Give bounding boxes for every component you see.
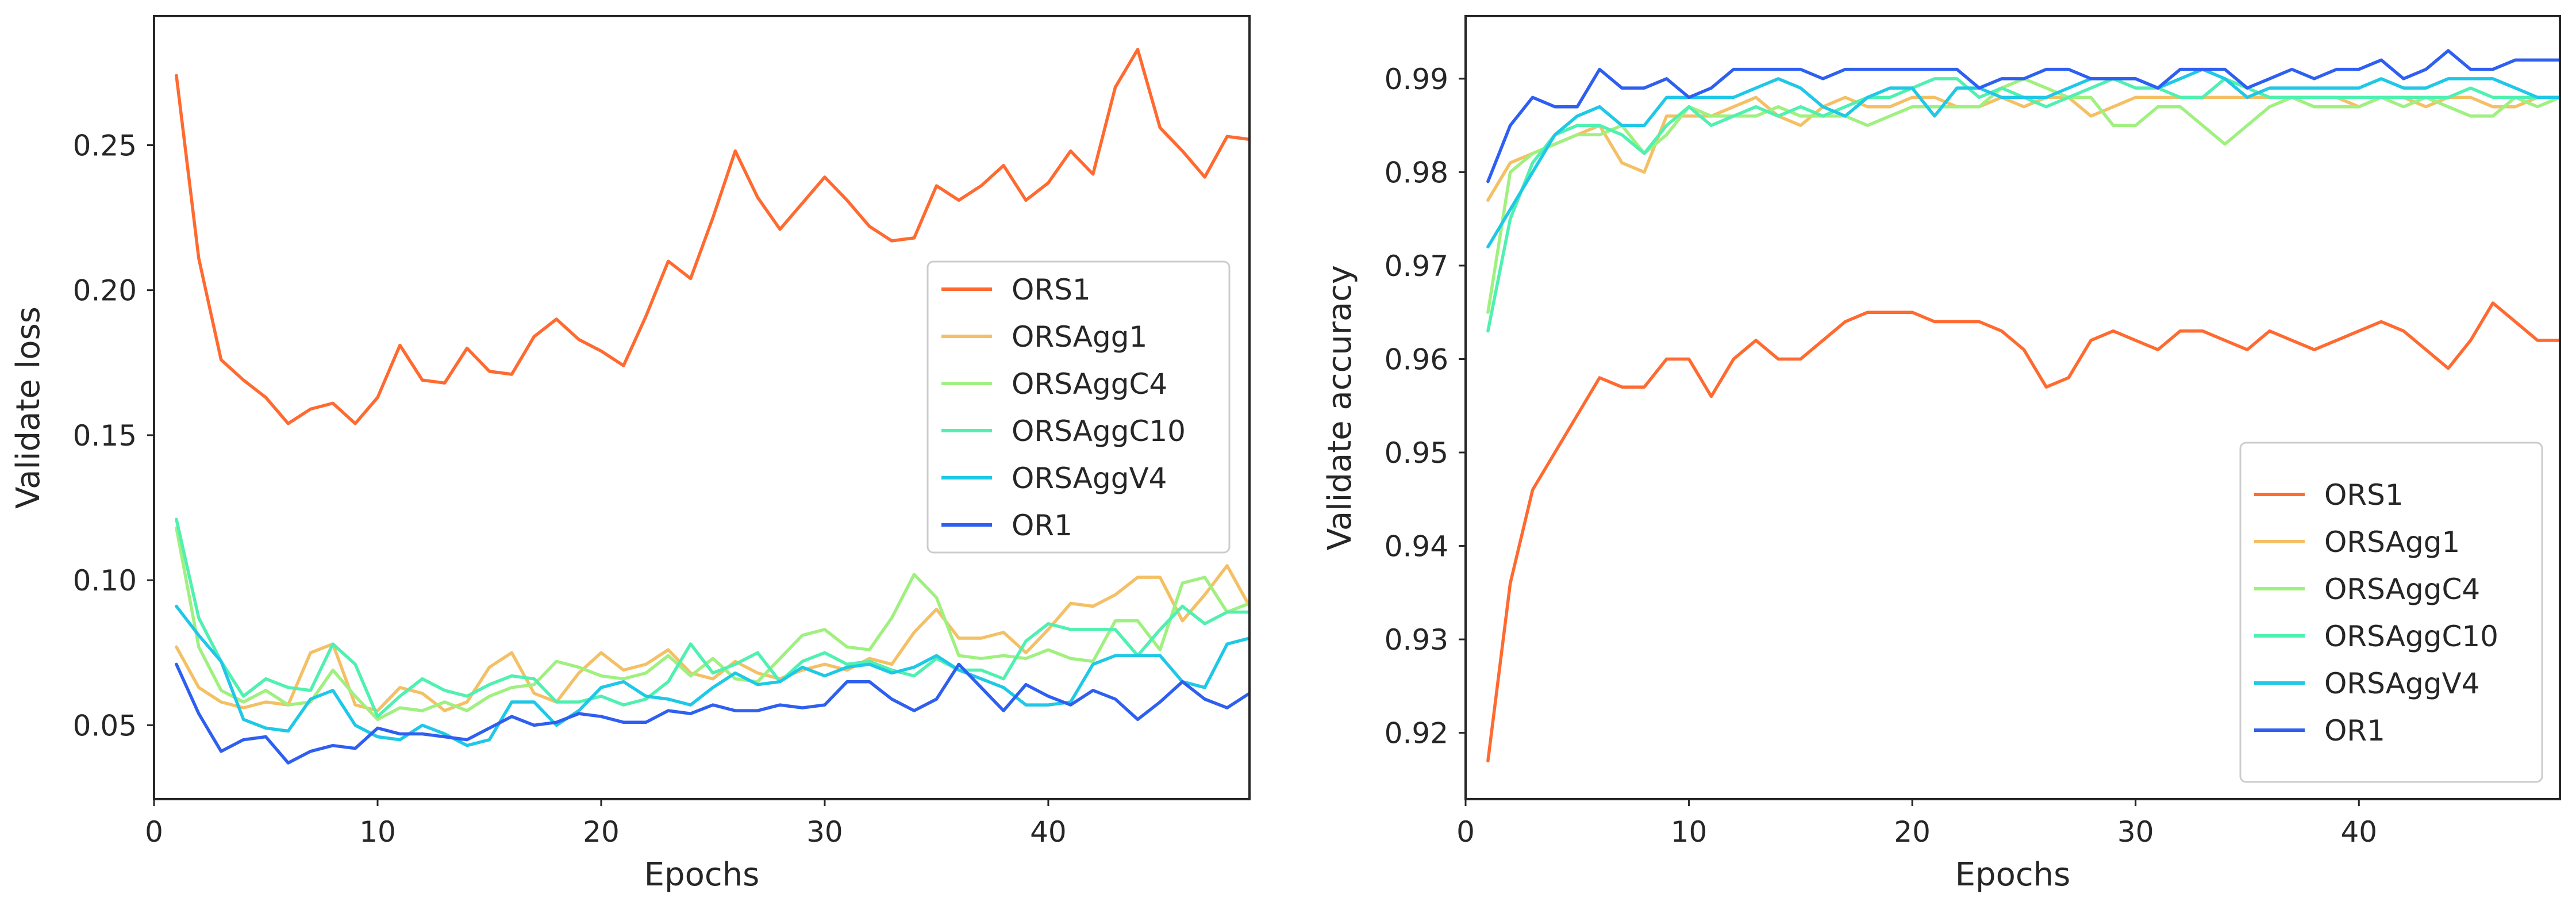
y-tick-label: 0.20 — [73, 274, 137, 308]
y-tick-label: 0.98 — [1385, 156, 1448, 189]
legend-label: ORSAggC4 — [1012, 367, 1167, 401]
series-line-orsaggc10 — [175, 517, 1249, 718]
series-line-orsaggv4 — [1486, 67, 2560, 249]
series-line-ors1 — [175, 48, 1249, 425]
legend-label: ORS1 — [2324, 478, 2404, 512]
x-axis-label: Epochs — [1955, 856, 2071, 893]
y-tick-label: 0.94 — [1385, 530, 1448, 563]
series-group — [1486, 49, 2560, 763]
y-tick-label: 0.10 — [73, 564, 137, 597]
x-tick-label: 10 — [1671, 815, 1708, 849]
legend-label: ORS1 — [1012, 273, 1091, 306]
series-group — [175, 48, 1249, 765]
y-tick-label: 0.95 — [1385, 436, 1448, 470]
x-tick-label: 0 — [1456, 815, 1475, 849]
x-tick-label: 10 — [359, 815, 396, 849]
legend: ORS1 ORSAgg1 ORSAggC4 ORSAggC10 ORSAggV4 OR1 — [926, 260, 1231, 554]
y-tick-label: 0.92 — [1385, 717, 1448, 750]
legend: ORS1 ORSAgg1 ORSAggC4 ORSAggC10 ORSAggV4 OR1 — [2239, 442, 2543, 783]
y-tick-label: 0.15 — [73, 419, 137, 452]
x-tick-label: 30 — [2117, 815, 2154, 849]
legend-label: OR1 — [2324, 714, 2385, 747]
y-tick-label: 0.99 — [1385, 63, 1448, 96]
legend-label: ORSAggV4 — [2324, 667, 2479, 700]
legend-label: ORSAggC10 — [2324, 620, 2498, 653]
legend-label: ORSAggC10 — [1012, 415, 1186, 448]
x-tick-label: 40 — [1030, 815, 1067, 849]
series-line-ors1 — [1486, 301, 2560, 763]
plot-frame — [153, 15, 1251, 800]
series-line-orsaggv4 — [175, 604, 1249, 747]
chart-panel-1: 0 10 20 30 40 0.05 0.10 0.15 0.20 0.25 Epochs Valid… — [10, 15, 1251, 893]
legend-label: ORSAggV4 — [1012, 462, 1167, 495]
x-axis-label: Epochs — [644, 856, 760, 893]
legend-label: OR1 — [1012, 509, 1072, 542]
x-tick-label: 20 — [1894, 815, 1931, 849]
series-line-or1 — [175, 662, 1249, 765]
series-line-orsaggc4 — [1486, 77, 2560, 314]
x-tick-label: 40 — [2340, 815, 2377, 849]
y-tick-label: 0.25 — [73, 129, 137, 162]
x-tick-label: 20 — [583, 815, 620, 849]
y-axis-label: Validate accuracy — [1321, 265, 1359, 550]
y-tick-label: 0.97 — [1385, 250, 1448, 283]
y-tick-label: 0.05 — [73, 709, 137, 742]
y-axis-label: Validate loss — [10, 306, 47, 509]
plot-frame — [1464, 15, 2561, 800]
x-tick-label: 30 — [806, 815, 843, 849]
legend-box — [926, 260, 1231, 554]
x-tick-label: 0 — [145, 815, 163, 849]
legend-box — [2239, 442, 2543, 783]
series-line-orsaggc4 — [175, 526, 1249, 722]
series-line-orsaggc10 — [1486, 77, 2560, 333]
legend-label: ORSAgg1 — [1012, 320, 1147, 354]
y-tick-label: 0.93 — [1385, 623, 1448, 657]
chart-panel-2: 0 10 20 30 40 0.92 0.93 0.94 0.95 0.96 0.97 0.98 0.9… — [1321, 15, 2561, 893]
series-line-or1 — [1486, 49, 2560, 183]
legend-label: ORSAggC4 — [2324, 573, 2480, 606]
y-tick-label: 0.96 — [1385, 343, 1448, 376]
series-line-orsagg1 — [175, 564, 1249, 712]
legend-label: ORSAgg1 — [2324, 525, 2460, 559]
